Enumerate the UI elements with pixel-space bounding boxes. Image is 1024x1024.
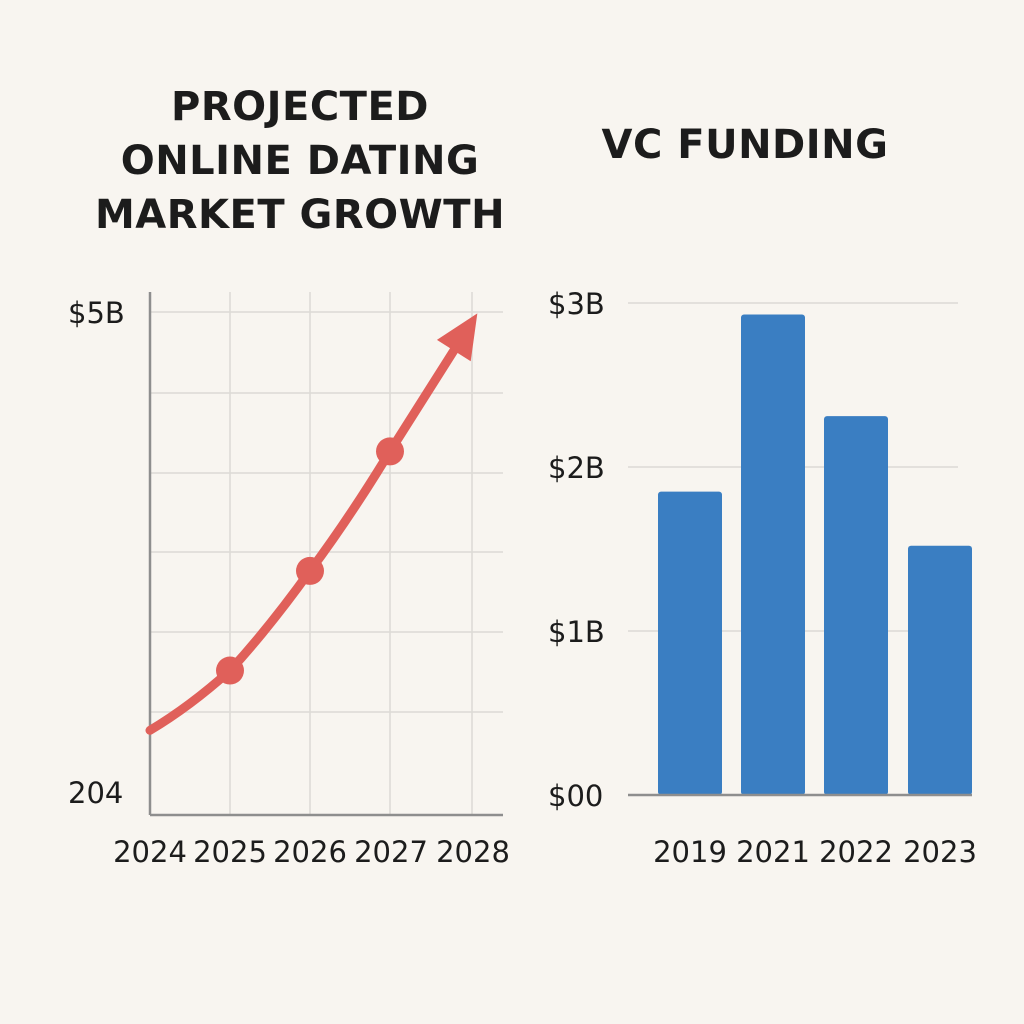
- bar-2019: [658, 491, 722, 795]
- line-series-path: [145, 346, 459, 735]
- bar-2023: [908, 545, 972, 795]
- line-arrow-head: [436, 313, 478, 362]
- bar-x-tick-label: 2019: [653, 835, 727, 869]
- vc-funding-title: VC FUNDING: [601, 122, 889, 168]
- bar-y-tick-label: $2B: [548, 451, 605, 485]
- bar-2022: [824, 416, 888, 795]
- line-x-tick-label: 2025: [193, 835, 267, 869]
- bar-2021: [741, 314, 805, 795]
- bar-y-tick-label: $3B: [548, 287, 605, 321]
- line-x-tick-label: 2028: [436, 835, 510, 869]
- line-y-tick-label: 204: [68, 776, 123, 810]
- bar-y-tick-label: $00: [548, 779, 603, 813]
- market-growth-title: PROJECTED ONLINE DATING MARKET GROWTH: [94, 84, 506, 238]
- bar-x-tick-label: 2021: [736, 835, 810, 869]
- line-x-tick-label: 2026: [273, 835, 347, 869]
- bar-y-tick-label: $1B: [548, 615, 605, 649]
- line-point-marker: [216, 656, 244, 685]
- bar-x-tick-label: 2022: [819, 835, 893, 869]
- line-point-marker: [296, 556, 324, 585]
- vc-funding-bar-chart: $3B $2B $1B $00 2019 2021 2022 2023: [548, 287, 977, 869]
- market-growth-line-chart: $5B 204 2024 2025 2026 2027 2028: [68, 292, 510, 869]
- line-y-tick-label: $5B: [68, 296, 125, 330]
- line-x-tick-label: 2024: [113, 835, 187, 869]
- line-x-tick-label: 2027: [354, 835, 428, 869]
- line-point-marker: [376, 437, 404, 466]
- bar-x-tick-label: 2023: [903, 835, 977, 869]
